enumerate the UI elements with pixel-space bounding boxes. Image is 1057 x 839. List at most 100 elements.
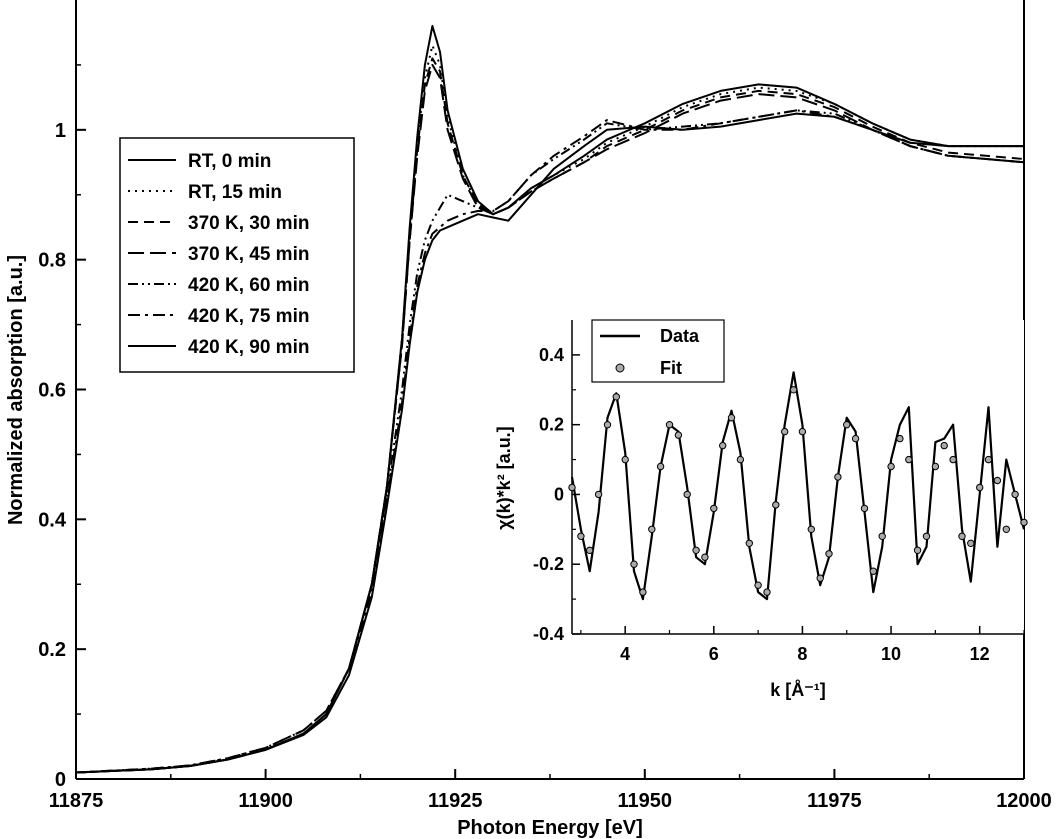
inset-fit-marker <box>940 441 948 450</box>
inset-legend-data-label: Data <box>660 326 700 346</box>
inset-fit-marker <box>568 483 576 492</box>
inset-y-tick-label: -0.4 <box>533 624 564 644</box>
inset-legend-fit-label: Fit <box>660 358 682 378</box>
legend-box <box>119 137 355 373</box>
inset-fit-marker <box>913 546 922 554</box>
inset-y-tick-label: 0.4 <box>539 345 564 365</box>
series-line-3 <box>75 63 1025 774</box>
x-tick-label: 11900 <box>238 790 293 812</box>
y-tick-label: 1 <box>55 120 66 142</box>
series-line-6 <box>75 112 1024 774</box>
inset-fit-marker <box>860 504 869 513</box>
inset-x-tick-label: 8 <box>797 644 807 664</box>
inset-y-tick-label: -0.2 <box>533 554 564 574</box>
inset-fit-marker <box>949 455 957 464</box>
legend: RT, 0 min RT, 15 min 370 K, 30 min 370 K, 4… <box>119 137 355 373</box>
inset-x-axis-title: k [Å⁻¹] <box>770 680 826 700</box>
inset-fit-marker <box>754 581 762 589</box>
y-tick-label: 0.2 <box>38 639 66 661</box>
legend-label-3: 370 K, 45 min <box>188 244 309 265</box>
inset-fit-marker <box>710 504 718 513</box>
legend-label-0: RT, 0 min <box>188 151 271 172</box>
inset-fit-marker <box>656 462 665 471</box>
inset-series-group <box>568 371 1028 601</box>
y-tick-label: 0.8 <box>38 250 66 272</box>
inset-fit-marker <box>665 421 674 429</box>
inset-fit-marker <box>648 525 656 533</box>
inset-x-tick-label: 10 <box>881 644 901 664</box>
inset-fit-marker <box>745 539 753 547</box>
x-tick-label: 11950 <box>618 790 673 812</box>
inset-fit-marker <box>586 546 594 554</box>
inset-fit-marker <box>869 567 877 575</box>
x-tick-label: 11925 <box>428 790 483 812</box>
inset-fit-marker <box>816 574 824 582</box>
y-tick-label: 0.4 <box>38 509 67 531</box>
inset-fit-marker <box>825 550 833 558</box>
inset-fit-marker <box>1002 525 1010 533</box>
inset-x-tick-label: 6 <box>709 644 719 664</box>
legend-label-6: 420 K, 90 min <box>188 337 309 358</box>
inset-fit-marker <box>798 427 807 436</box>
inset-x-tick-label: 12 <box>970 644 990 664</box>
inset-fit-marker <box>674 431 683 439</box>
inset-fit-marker <box>931 462 940 471</box>
inset-fit-marker <box>807 525 815 533</box>
inset-y-axis-title: χ(k)*k² [a.u.] <box>494 426 514 529</box>
inset-fit-marker <box>887 462 895 471</box>
inset-fit-marker <box>851 434 860 443</box>
inset-fit-marker <box>630 560 638 568</box>
inset-fit-marker <box>577 532 585 540</box>
inset-fit-marker <box>612 393 620 401</box>
inset-fit-marker <box>878 532 886 540</box>
inset-fit-marker <box>594 490 603 499</box>
x-tick-label: 11975 <box>807 790 862 812</box>
inset-fit-marker <box>789 386 798 394</box>
inset-fit-marker <box>763 588 771 596</box>
inset-y-ticks: -0.4 -0.2 0 0.2 0.4 <box>533 345 580 644</box>
legend-items: RT, 0 min RT, 15 min 370 K, 30 min 370 K, 4… <box>128 151 309 358</box>
inset-fit-marker <box>683 490 691 499</box>
main-series-group <box>75 25 1025 774</box>
legend-label-5: 420 K, 75 min <box>188 306 309 327</box>
main-y-ticks: 0 0.2 0.4 0.6 0.8 1 <box>38 64 86 791</box>
inset-fit-marker <box>621 455 629 464</box>
inset-x-tick-label: 4 <box>620 644 630 664</box>
series-line-1 <box>75 44 1024 774</box>
inset-fit-marker <box>1020 518 1028 527</box>
legend-label-4: 420 K, 60 min <box>188 275 309 296</box>
main-y-axis-title: Normalized absorption [a.u.] <box>5 255 27 525</box>
y-tick-label: 0.6 <box>38 380 66 402</box>
inset-y-tick-label: 0 <box>554 484 564 504</box>
legend-label-1: RT, 15 min <box>188 182 282 203</box>
inset-fit-marker <box>701 553 709 561</box>
inset-fit-marker <box>922 532 931 540</box>
inset-fit-marker <box>719 441 727 450</box>
inset-fit-marker <box>781 427 789 436</box>
inset-fit-marker <box>993 476 1002 485</box>
inset-data-line <box>570 371 1026 601</box>
inset-legend-fit-marker <box>615 363 625 373</box>
x-tick-label: 12000 <box>996 790 1052 812</box>
inset-x-ticks: 4 6 8 10 12 <box>580 626 1025 664</box>
inset-fit-marker <box>692 546 700 554</box>
inset-fit-marker <box>976 483 984 492</box>
inset-fit-marker <box>967 539 975 547</box>
inset-fit-marker <box>1011 490 1019 499</box>
inset-fit-marker <box>896 434 904 443</box>
inset-legend: Data Fit <box>591 319 725 383</box>
inset-fit-marker <box>639 588 647 596</box>
series-line-5 <box>75 109 1025 774</box>
inset-fit-marker <box>727 414 736 422</box>
inset-fit-marker <box>905 455 913 464</box>
inset-fit-marker <box>958 532 966 540</box>
inset-fit-marker <box>772 501 780 509</box>
main-plot: 11875 11900 11925 11950 11975 12000 0 0.2 0.4 0.… <box>5 0 1052 839</box>
inset-legend-box <box>591 319 725 383</box>
inset-y-tick-label: 0.2 <box>539 415 564 435</box>
inset-fit-marker <box>984 455 993 464</box>
x-tick-label: 11875 <box>49 790 104 812</box>
inset-fit-marker <box>736 455 745 464</box>
main-x-axis-title: Photon Energy [eV] <box>457 817 643 839</box>
